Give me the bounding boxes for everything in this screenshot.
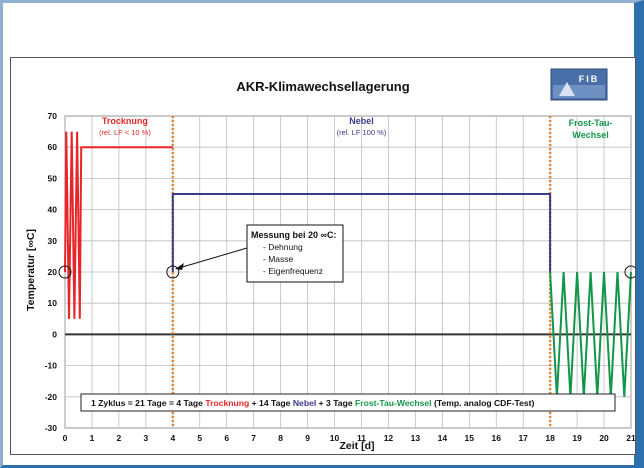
phase-sublabel-trocknung: (rel. LF < 10 %) [99, 128, 151, 137]
phase-label-nebel: Nebel [349, 116, 374, 126]
annotation-item: - Dehnung [263, 242, 303, 252]
series-line-nebel [171, 193, 552, 272]
chart-title: AKR-Klimawechsellagerung [236, 79, 409, 94]
footer-part: + 3 Tage [319, 398, 355, 408]
phase-label-frost-2: Wechsel [572, 130, 608, 140]
annotation-title: Messung bei 20 ∞C: [251, 230, 336, 240]
x-tick-label: 15 [465, 433, 475, 443]
x-tick-label: 2 [117, 433, 122, 443]
series-line-frost-tau-wechsel [549, 271, 632, 397]
series-line-trocknung [64, 131, 173, 319]
y-tick-label: 70 [48, 111, 58, 121]
y-tick-label: 30 [48, 236, 58, 246]
measurement-point [58, 265, 72, 279]
measurement-point [166, 265, 180, 279]
y-tick-label: 50 [48, 173, 58, 183]
y-tick-label: -30 [45, 423, 58, 433]
y-tick-label: -20 [45, 392, 58, 402]
x-tick-label: 13 [411, 433, 421, 443]
footer-text: 1 Zyklus = 21 Tage = 4 Tage Trocknung + … [91, 398, 535, 408]
y-tick-label: 60 [48, 142, 58, 152]
y-tick-label: -10 [45, 361, 58, 371]
annotation-arrow [178, 247, 248, 269]
logo-text: FIB [579, 74, 600, 84]
x-tick-label: 3 [143, 433, 148, 443]
x-tick-label: 11 [357, 433, 366, 443]
series [64, 131, 632, 397]
annotation-box: Messung bei 20 ∞C: - Dehnung - Masse - E… [175, 224, 344, 283]
phase-label-trocknung: Trocknung [102, 116, 148, 126]
y-axis-label: Temperatur [∞C] [25, 229, 37, 311]
footer-part: 1 Zyklus = 21 Tage = 4 Tage [91, 398, 205, 408]
x-tick-label: 21 [626, 433, 635, 443]
y-tick-label: 20 [48, 267, 58, 277]
phase-sublabel-nebel: (rel. LF 100 %) [337, 128, 387, 137]
y-tick-label: 40 [48, 205, 58, 215]
x-tick-label: 17 [518, 433, 528, 443]
x-tick-label: 4 [170, 433, 175, 443]
footer-part: (Temp. analog CDF-Test) [434, 398, 535, 408]
annotation-item: - Eigenfrequenz [263, 266, 323, 276]
footer-nebel: Nebel [293, 398, 316, 408]
phase-labels: Trocknung (rel. LF < 10 %) Nebel (rel. LF 1… [99, 116, 613, 140]
x-tick-label: 20 [599, 433, 609, 443]
annotation-item: - Masse [263, 254, 294, 264]
x-tick-label: 12 [384, 433, 394, 443]
footer-part: + 14 Tage [252, 398, 293, 408]
y-tick-label: 0 [52, 329, 57, 339]
x-tick-label: 19 [572, 433, 582, 443]
arrowhead-icon [175, 263, 184, 270]
y-tick-label: 10 [48, 298, 58, 308]
footer-box: 1 Zyklus = 21 Tage = 4 Tage Trocknung + … [80, 393, 616, 412]
x-tick-label: 5 [197, 433, 202, 443]
x-tick-label: 14 [438, 433, 448, 443]
x-tick-label: 16 [492, 433, 502, 443]
phase-label-frost: Frost-Tau- [569, 118, 613, 128]
x-tick-label: 9 [305, 433, 310, 443]
x-tick-label: 8 [278, 433, 283, 443]
x-tick-label: 7 [251, 433, 256, 443]
x-tick-label: 10 [330, 433, 340, 443]
footer-trocknung: Trocknung [205, 398, 249, 408]
x-axis-label: Zeit [d] [340, 440, 375, 452]
x-tick-label: 1 [90, 433, 95, 443]
x-tick-label: 18 [545, 433, 555, 443]
x-tick-label: 0 [63, 433, 68, 443]
x-tick-label: 6 [224, 433, 229, 443]
grid [64, 115, 632, 429]
logo: FIB [550, 68, 608, 101]
footer-frost: Frost-Tau-Wechsel [355, 398, 432, 408]
